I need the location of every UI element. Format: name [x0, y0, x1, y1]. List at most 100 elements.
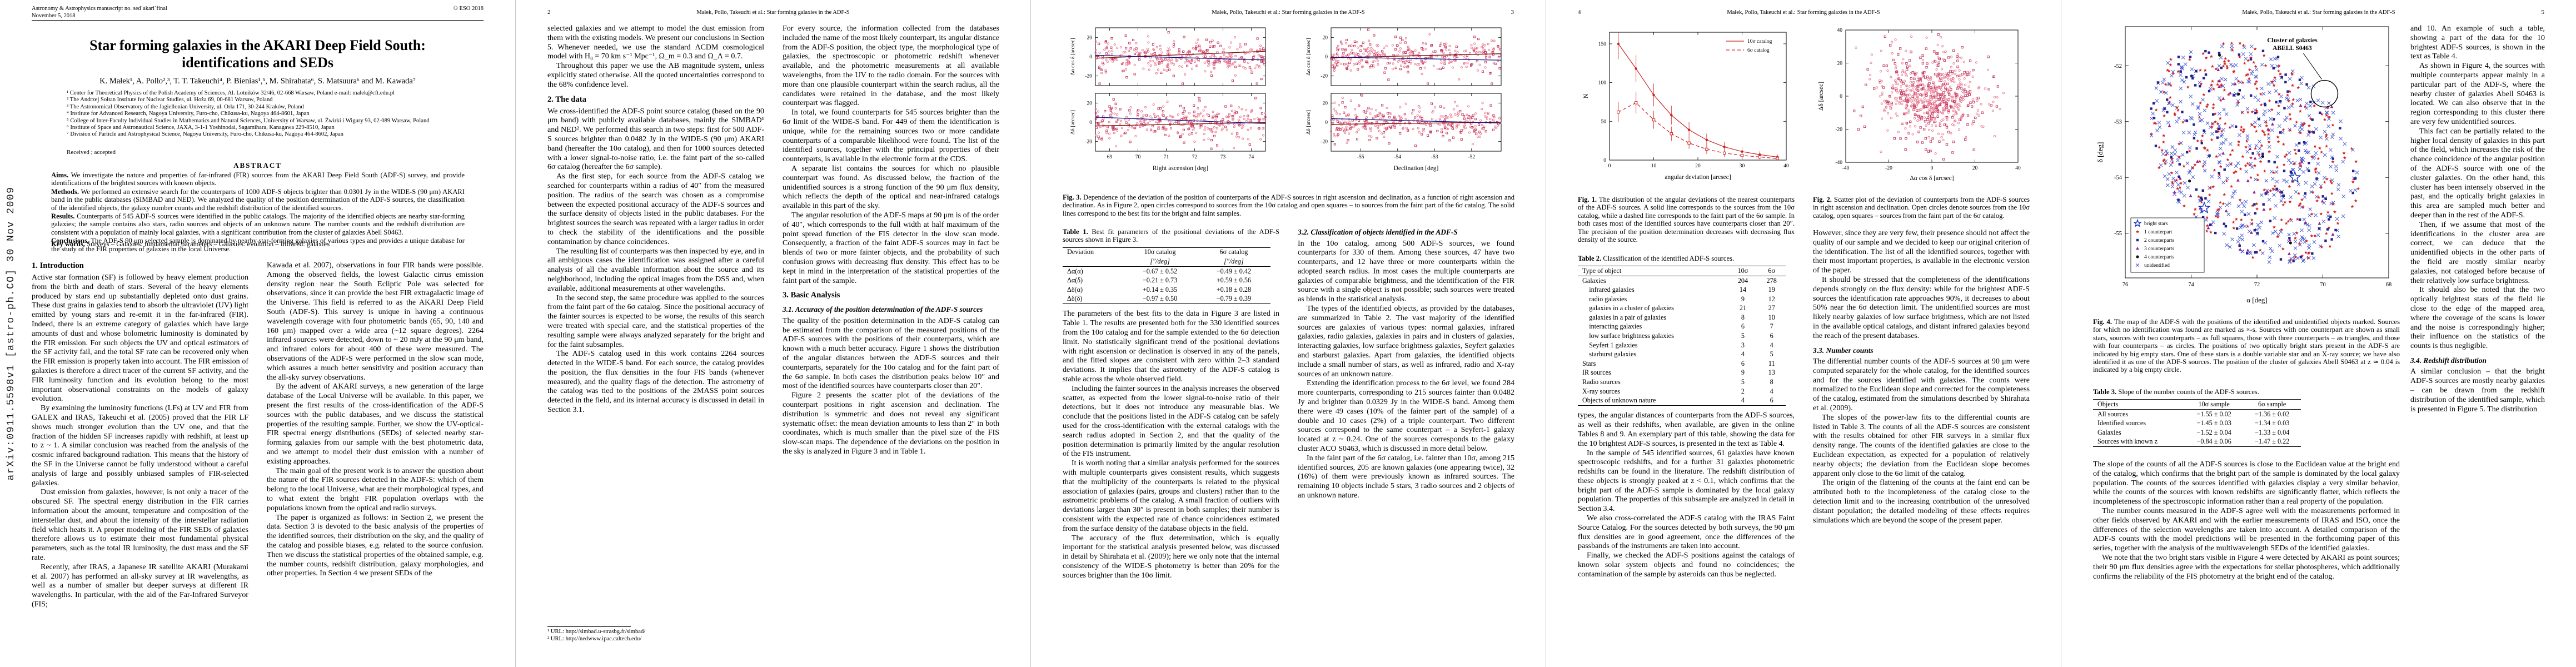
fig2-scatter-cloud-plot: -40 -20 0 20 40 -40 -20 0 20 40 Δα cos δ [arcsec] Δ…	[1818, 28, 2021, 182]
page2-right-column: For every source, the information collec…	[783, 24, 999, 643]
svg-text:Cluster of galaxies: Cluster of galaxies	[2267, 37, 2318, 44]
svg-text:3 counterparts: 3 counterparts	[2144, 246, 2174, 252]
running-title: Małek, Pollo, Takeuchi et al.: Star form…	[1727, 9, 1880, 16]
paragraph: As shown in Figure 4, the sources with m…	[2410, 62, 2545, 126]
page-number: 5	[2541, 9, 2545, 16]
table3-caption-label: Table 3.	[2093, 388, 2117, 396]
svg-text:10: 10	[1651, 163, 1657, 169]
svg-text:Δα cos δ [arcsec]: Δα cos δ [arcsec]	[1070, 38, 1076, 75]
page-number: 3	[1511, 9, 1514, 16]
page5-bottom-text: The slope of the counts of all the ADF-S…	[2093, 460, 2400, 581]
svg-text:2 counterparts: 2 counterparts	[2144, 238, 2174, 243]
paragraph: In the 10σ catalog, among 500 ADF-S sour…	[1298, 239, 1514, 304]
list-item: ² The Andrzej Sołtan Institute for Nucle…	[67, 97, 273, 103]
list-item: ² URL: http://nedwww.ipac.caltech.edu/	[547, 635, 642, 642]
fig4-adfs-map-plot: 76 74 72 70 68 -52 -53 -54 -55 α [deg] δ [deg] Clus…	[2096, 26, 2391, 304]
arxiv-stamp: arXiv:0911.5598v1 [astro-ph.CO] 30 Nov 2…	[6, 186, 17, 481]
running-title: Małek, Pollo, Takeuchi et al.: Star form…	[696, 9, 850, 16]
paragraph: The differential number counts of the AD…	[1813, 357, 2030, 413]
section-31-heading: 3.1. Accuracy of the position determinat…	[783, 305, 983, 314]
page-2: 2 Małek, Pollo, Takeuchi et al.: Star fo…	[515, 0, 1030, 667]
paragraph: The parameters of the best fits to the d…	[1063, 310, 1279, 384]
svg-text:0: 0	[1325, 120, 1328, 126]
svg-text:20: 20	[1837, 61, 1843, 67]
header-rule	[32, 20, 484, 21]
footnote-list: ¹ URL: http://simbad.u-strasbg.fr/simbad…	[547, 629, 764, 643]
svg-text:74: 74	[2188, 282, 2194, 288]
svg-text:Δδ [arcsec]: Δδ [arcsec]	[1306, 110, 1312, 135]
page-number: 2	[547, 9, 551, 16]
svg-text:unidentified: unidentified	[2144, 262, 2170, 268]
page4-left-text: types, the angular distances of counterp…	[1578, 411, 1795, 579]
fig3-right-panel-plot: -20 0 20 Δα cos δ [arcsec] -55 -54 -53 -52 -20 0 2…	[1306, 27, 1502, 172]
paragraph: Extending the identification process to …	[1298, 379, 1514, 454]
svg-text:bright stars: bright stars	[2144, 221, 2168, 227]
svg-text:α [deg]: α [deg]	[2246, 296, 2268, 304]
svg-text:20: 20	[1323, 35, 1328, 41]
svg-text:70: 70	[1135, 155, 1141, 160]
paragraph: As the first step, for each source from …	[547, 172, 764, 246]
paragraph: It should also be noted that the two opt…	[2410, 286, 2545, 351]
aims-label: Aims.	[51, 171, 69, 179]
list-item: ⁵ College of Inter-Faculty Individual St…	[67, 117, 430, 124]
svg-text:73: 73	[1220, 155, 1226, 160]
svg-text:-54: -54	[1394, 155, 1401, 160]
running-head: 4 Małek, Pollo, Takeuchi et al.: Star fo…	[1578, 9, 2029, 16]
paragraph: It is worth noting that a similar analys…	[1063, 459, 1279, 533]
svg-text:72: 72	[2254, 282, 2260, 288]
fig1-caption-label: Fig. 1.	[1578, 196, 1597, 203]
svg-text:0: 0	[1325, 54, 1328, 60]
running-title: Małek, Pollo, Takeuchi et al.: Star form…	[1212, 9, 1365, 16]
running-head: 0 Małek, Pollo, Takeuchi et al.: Star fo…	[2093, 9, 2544, 16]
table1-caption: Table 1. Best fit parameters of the posi…	[1063, 228, 1279, 244]
abstract-results: Results. Counterparts of 545 ADF-S sourc…	[51, 212, 465, 236]
svg-text:0: 0	[1931, 166, 1934, 171]
paragraph: Then, if we assume that most of the iden…	[2410, 220, 2545, 285]
svg-text:-52: -52	[2114, 63, 2122, 69]
svg-text:-40: -40	[1835, 160, 1842, 166]
list-item: ⁶ Institute of Space and Astronautical S…	[67, 125, 335, 131]
paper-title: Star forming galaxies in the AKARI Deep …	[32, 37, 484, 71]
page1-right-text: Kawada et al. 2007), observations in fou…	[267, 261, 484, 579]
paper-table: Objects 10σ sample 6σ sample All sources −1.…	[2093, 399, 2301, 447]
svg-text:Declination [deg]: Declination [deg]	[1394, 165, 1439, 172]
svg-text:40: 40	[2015, 166, 2021, 171]
svg-text:Δα cos δ [arcsec]: Δα cos δ [arcsec]	[1306, 38, 1312, 75]
page2-right-text-1: For every source, the information collec…	[783, 24, 999, 286]
table2: Type of object 10σ 6σ Galaxies 204 278 infrar…	[1578, 266, 1795, 406]
svg-text:20: 20	[1695, 163, 1701, 169]
svg-text:30: 30	[1740, 163, 1745, 169]
page5-right-text-1: and 10. An example of such a table, show…	[2410, 24, 2545, 351]
keywords-line: Key words. Surveys – Galaxies: fundament…	[51, 240, 330, 248]
svg-text:20: 20	[1323, 101, 1328, 106]
author-list: K. Małek¹, A. Pollo²,³, T. T. Takeuchi⁴,…	[99, 77, 416, 86]
fig2-caption-label: Fig. 2.	[1813, 196, 1832, 203]
svg-text:40: 40	[1837, 28, 1843, 33]
list-item: ⁴ Institute for Advanced Research, Nagoy…	[67, 111, 310, 117]
fig3-caption: Fig. 3. Dependence of the deviation of t…	[1063, 193, 1514, 217]
svg-text:150: 150	[1598, 42, 1607, 47]
page5-bottom-text-block: The slope of the counts of all the ADF-S…	[2093, 460, 2400, 644]
paragraph: Figure 2 presents the scatter plot of th…	[783, 391, 999, 456]
paragraph: In the second step, the same procedure w…	[547, 293, 764, 349]
paragraph: Active star formation (SF) is followed b…	[32, 273, 248, 404]
abstract-aims: Aims. We investigate the nature and prop…	[51, 171, 465, 187]
svg-text:74: 74	[1249, 155, 1254, 160]
paragraph: It should be stressed that the completen…	[1813, 275, 2030, 340]
manuscript-date: November 5, 2018	[32, 12, 76, 19]
fig1-caption: Fig. 1. The distribution of the angular …	[1578, 196, 1795, 244]
svg-text:6σ catalog: 6σ catalog	[1747, 48, 1770, 53]
paragraph: In the sample of 545 identified sources,…	[1578, 449, 1795, 514]
page3-right-text: In the 10σ catalog, among 500 ADF-S sour…	[1298, 240, 1514, 501]
svg-text:72: 72	[1192, 155, 1198, 160]
paragraph: We also cross-correlated the ADF-S catal…	[1578, 514, 1795, 551]
received-accepted: Received ; accepted	[67, 149, 116, 156]
svg-text:0: 0	[1608, 163, 1611, 169]
paper-title-line2: identifications and SEDs	[181, 54, 334, 71]
svg-text:70: 70	[2320, 282, 2326, 288]
page3-right-column: 3.2. Classification of objects identifie…	[1298, 228, 1514, 645]
methods-label: Methods.	[51, 187, 79, 196]
table1: Deviation 10σ catalog 6σ catalog [″/deg] [″/…	[1063, 247, 1279, 305]
section-32-heading: 3.2. Classification of objects identifie…	[1298, 228, 1458, 236]
page-4: 4 Małek, Pollo, Takeuchi et al.: Star fo…	[1546, 0, 2061, 667]
